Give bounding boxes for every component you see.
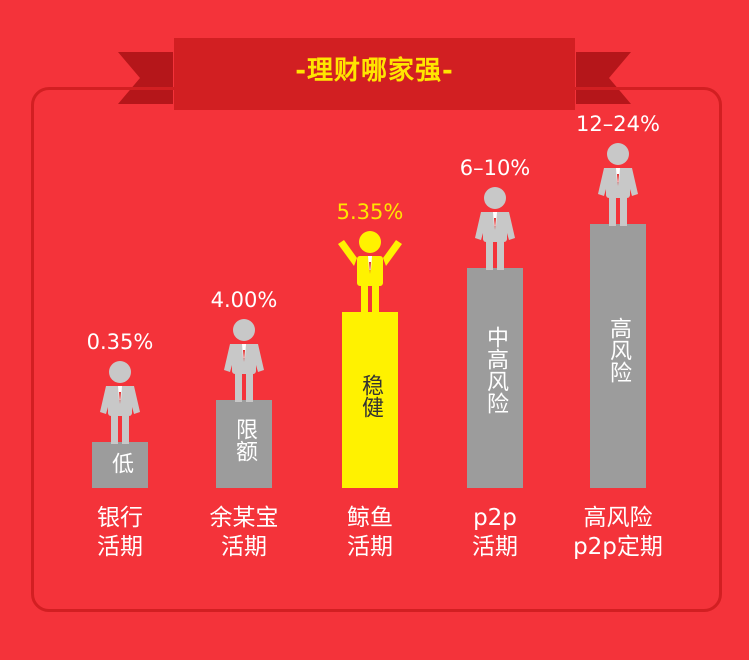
category-label-4: 高风险 p2p定期 (548, 504, 688, 562)
value-label-4: 12–24% (576, 112, 660, 136)
bar-2: 稳健 (342, 312, 398, 488)
person-cheering-icon (338, 231, 402, 314)
bar-label-0: 低 (108, 452, 133, 474)
bar-label-3: 中高风险 (483, 326, 508, 414)
category-label-line: p2p (473, 505, 517, 531)
banner-ribbon-left (118, 52, 173, 104)
category-label-line: p2p定期 (573, 534, 663, 560)
bar-label-4: 高风险 (606, 317, 631, 383)
person-icon (598, 143, 638, 226)
value-label-1: 4.00% (210, 288, 278, 312)
person-icon (100, 361, 140, 444)
bar-1: 限额 (216, 400, 272, 488)
bar-4: 高风险 (590, 224, 646, 488)
title-banner (118, 38, 631, 110)
category-label-line: 高风险 (583, 505, 653, 531)
person-icon (224, 319, 264, 402)
bar-label-1: 限额 (232, 418, 257, 462)
category-label-2: 鲸鱼 活期 (300, 504, 440, 562)
category-label-1: 余某宝 活期 (174, 504, 314, 562)
value-label-3: 6–10% (459, 156, 531, 180)
category-label-line: 鲸鱼 (347, 505, 393, 531)
bar-3: 中高风险 (467, 268, 523, 488)
category-label-line: 活期 (347, 534, 393, 560)
category-label-line: 活期 (97, 534, 143, 560)
person-icon (475, 187, 515, 270)
category-label-line: 活期 (472, 534, 518, 560)
value-label-0: 0.35% (86, 330, 154, 354)
value-label-2: 5.35% (336, 200, 404, 224)
bar-0: 低 (92, 442, 148, 488)
category-label-line: 活期 (221, 534, 267, 560)
category-label-3: p2p 活期 (425, 504, 565, 562)
category-label-line: 余某宝 (209, 505, 279, 531)
category-label-line: 银行 (97, 505, 143, 531)
banner-ribbon-right (576, 52, 631, 104)
page-title: -理财哪家强- (295, 56, 454, 86)
bar-label-2: 稳健 (358, 374, 383, 418)
banner-body (174, 38, 575, 110)
content-frame (31, 87, 722, 612)
category-label-0: 银行 活期 (50, 504, 190, 562)
